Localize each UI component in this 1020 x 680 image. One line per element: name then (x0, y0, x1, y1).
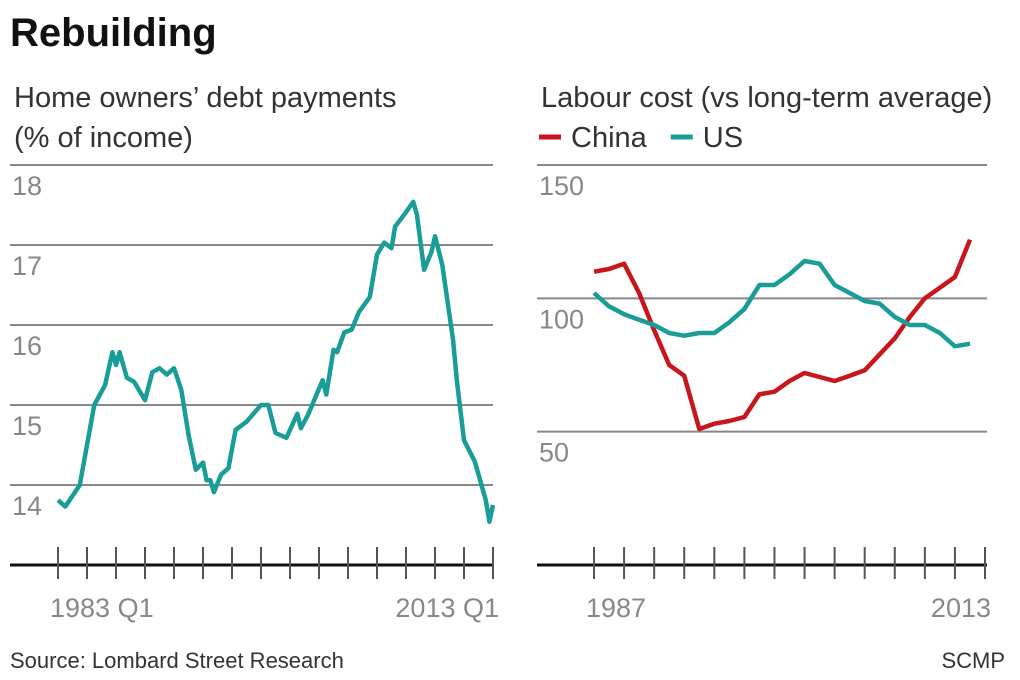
y-tick-label: 18 (12, 171, 42, 201)
y-tick-label: 50 (539, 438, 569, 468)
legend-label: China (571, 122, 648, 154)
credit: SCMP (941, 648, 1005, 673)
y-tick-label: 16 (12, 331, 42, 361)
chart-title: Labour cost (vs long-term average) (541, 82, 992, 114)
source-note: Source: Lombard Street Research (10, 648, 344, 673)
x-tick-label: 1983 Q1 (50, 593, 154, 623)
chart-title: Home owners’ debt payments (14, 82, 397, 114)
y-tick-label: 100 (539, 304, 584, 334)
x-tick-label: 2013 (931, 593, 991, 623)
page-title: Rebuilding (10, 11, 217, 55)
y-tick-label: 14 (12, 491, 42, 521)
legend-label: US (703, 122, 743, 154)
x-tick-label: 2013 Q1 (395, 593, 499, 623)
data-line (593, 238, 973, 432)
data-line (592, 258, 971, 349)
y-tick-label: 150 (539, 171, 584, 201)
y-tick-label: 17 (12, 251, 42, 281)
y-tick-label: 15 (12, 411, 42, 441)
x-tick-label: 1987 (586, 593, 646, 623)
data-line (56, 199, 496, 525)
chart-subtitle: (% of income) (14, 122, 193, 154)
